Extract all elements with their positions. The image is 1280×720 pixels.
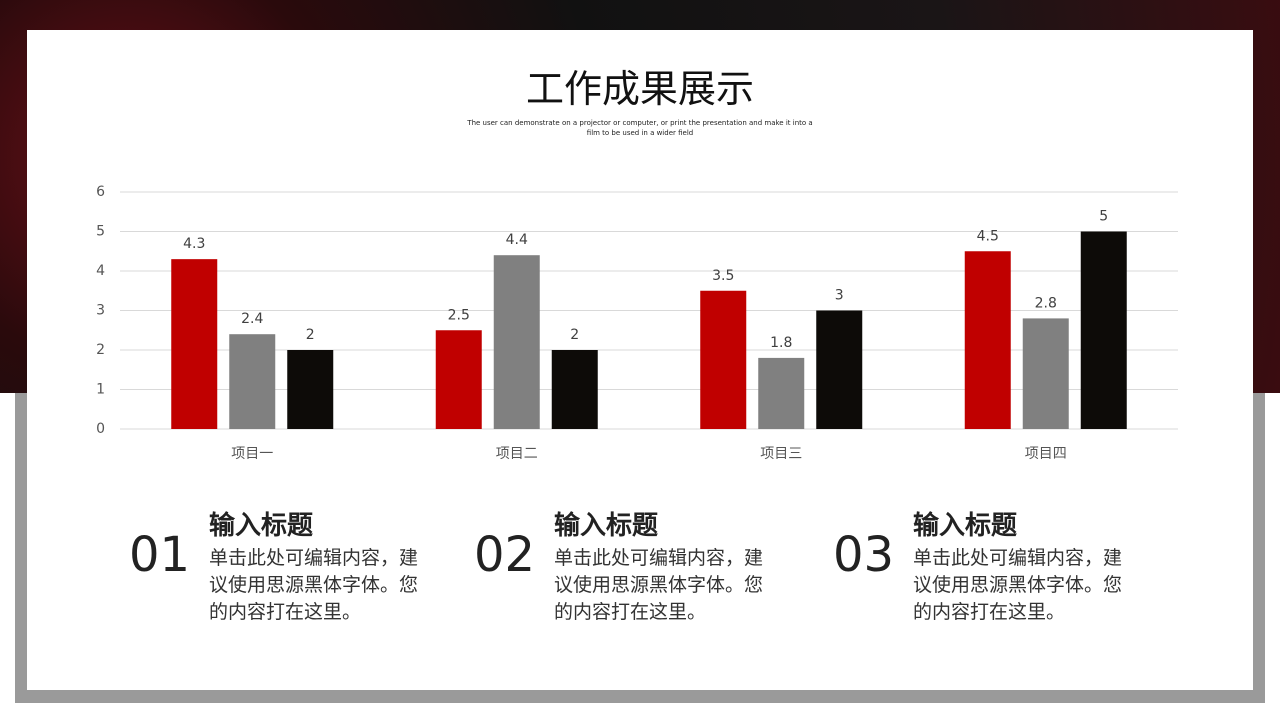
title: 工作成果展示	[525, 67, 754, 111]
y-tick-label: 0	[96, 421, 105, 437]
x-tick-label: 项目二	[496, 446, 538, 462]
subtitle: The user can demonstrate on a projector …	[467, 119, 813, 137]
item-heading: 输入标题	[913, 511, 1018, 541]
bar	[435, 330, 482, 429]
data-label: 2.5	[448, 307, 470, 323]
bar	[229, 334, 276, 429]
bar	[816, 310, 863, 429]
data-label: 1.8	[770, 335, 792, 351]
bar	[551, 350, 598, 429]
bar	[171, 259, 218, 429]
bar	[964, 251, 1011, 429]
y-tick-label: 4	[96, 263, 105, 279]
bar	[1022, 318, 1069, 429]
item-body: 单击此处可编辑内容，建议使用思源黑体字体。您的内容打在这里。	[209, 547, 419, 623]
item-body: 单击此处可编辑内容，建议使用思源黑体字体。您的内容打在这里。	[913, 547, 1123, 623]
data-label: 2	[306, 327, 315, 343]
y-tick-label: 6	[96, 184, 105, 200]
data-label: 2.8	[1035, 295, 1057, 311]
data-label: 4.3	[183, 236, 205, 252]
data-label: 3.5	[712, 268, 734, 284]
x-tick-label: 项目四	[1025, 446, 1067, 462]
item-heading: 输入标题	[554, 511, 659, 541]
data-label: 4.4	[506, 232, 528, 248]
item-number: 01	[129, 527, 191, 583]
x-tick-label: 项目三	[760, 446, 802, 462]
y-tick-label: 3	[96, 303, 105, 319]
bar	[758, 357, 805, 429]
data-label: 2	[570, 327, 579, 343]
bar	[700, 290, 747, 429]
bar	[1080, 231, 1127, 429]
data-label: 2.4	[241, 311, 263, 327]
item-number: 03	[833, 527, 895, 583]
x-tick-label: 项目一	[231, 446, 273, 462]
y-tick-label: 1	[96, 382, 105, 398]
bar	[287, 350, 334, 429]
data-label: 4.5	[977, 228, 999, 244]
y-tick-label: 5	[96, 224, 105, 240]
y-tick-label: 2	[96, 342, 105, 358]
item-body: 单击此处可编辑内容，建议使用思源黑体字体。您的内容打在这里。	[554, 547, 764, 623]
data-label: 3	[835, 288, 844, 304]
item-number: 02	[474, 527, 536, 583]
item-heading: 输入标题	[209, 511, 314, 541]
data-label: 5	[1099, 209, 1108, 225]
bar	[493, 255, 540, 429]
